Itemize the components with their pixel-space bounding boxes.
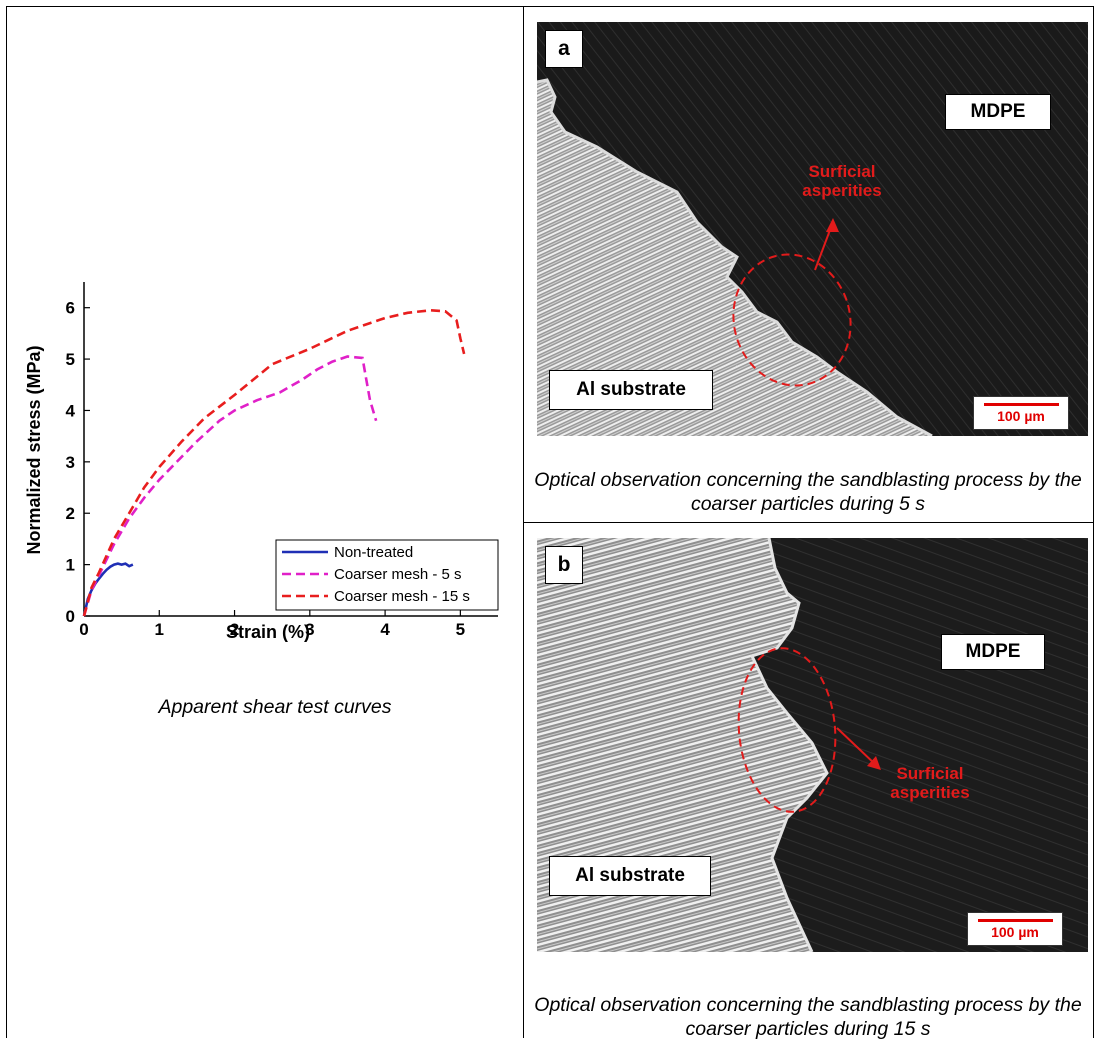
y-tick-label: 1 [66, 556, 75, 575]
chart-series [82, 308, 466, 617]
panel-a-caption: Optical observation concerning the sandb… [534, 469, 1082, 515]
asperities-annotation: Surficial asperities [890, 764, 970, 802]
scale-bar-label: 100 µm [997, 408, 1045, 424]
chart-axes: 0 1 2 3 4 5 0 1 2 3 4 5 6 [66, 282, 498, 639]
micrograph-panel-b: b MDPE Al substrate Surficial asperities… [537, 538, 1088, 952]
substrate-label: Al substrate [549, 856, 711, 896]
y-tick-label: 0 [66, 607, 75, 626]
x-axis-label: Strain (%) [226, 622, 310, 642]
micrograph-panel-a: a MDPE Al substrate Surficial asperities… [537, 22, 1088, 436]
y-tick-label: 6 [66, 299, 75, 318]
x-tick-label: 3 [305, 620, 314, 639]
panel-b-caption: Optical observation concerning the sandb… [534, 994, 1082, 1040]
x-tick-label: 0 [79, 620, 88, 639]
y-axis-label: Normalized stress (MPa) [24, 345, 44, 554]
y-tick-label: 4 [66, 401, 76, 420]
x-tick-label: 2 [230, 620, 239, 639]
scale-bar-label: 100 µm [991, 924, 1039, 940]
scale-bar-line [984, 403, 1059, 406]
chart-caption: Apparent shear test curves [158, 696, 392, 718]
scale-bar: 100 µm [973, 396, 1069, 430]
series-line-1 [82, 562, 134, 617]
scale-bar-line [978, 919, 1053, 922]
mdpe-label: MDPE [941, 634, 1045, 670]
panel-letter-b: b [545, 546, 583, 584]
panel-letter-a: a [545, 30, 583, 68]
asperities-annotation: Surficial asperities [802, 162, 882, 200]
horizontal-divider [523, 522, 1094, 523]
series-line-3 [82, 308, 466, 617]
legend-label: Coarser mesh - 15 s [334, 588, 470, 605]
aluminum-region [537, 538, 827, 952]
y-tick-label: 5 [66, 350, 75, 369]
chart-legend: Non-treated Coarser mesh - 5 s Coarser mes… [275, 539, 499, 611]
substrate-label: Al substrate [549, 370, 713, 410]
x-tick-label: 1 [155, 620, 164, 639]
x-tick-label: 4 [380, 620, 390, 639]
scale-bar: 100 µm [967, 912, 1063, 946]
shear-test-chart: 0 1 2 3 4 5 0 1 2 3 4 5 6 Non-treated Coarser mesh - … [24, 282, 499, 642]
x-tick-label: 5 [456, 620, 465, 639]
y-tick-label: 2 [66, 504, 75, 523]
y-tick-label: 3 [66, 453, 75, 472]
mdpe-label: MDPE [945, 94, 1051, 130]
series-line-2 [82, 355, 378, 617]
legend-label: Non-treated [334, 544, 413, 561]
legend-label: Coarser mesh - 5 s [334, 566, 462, 583]
